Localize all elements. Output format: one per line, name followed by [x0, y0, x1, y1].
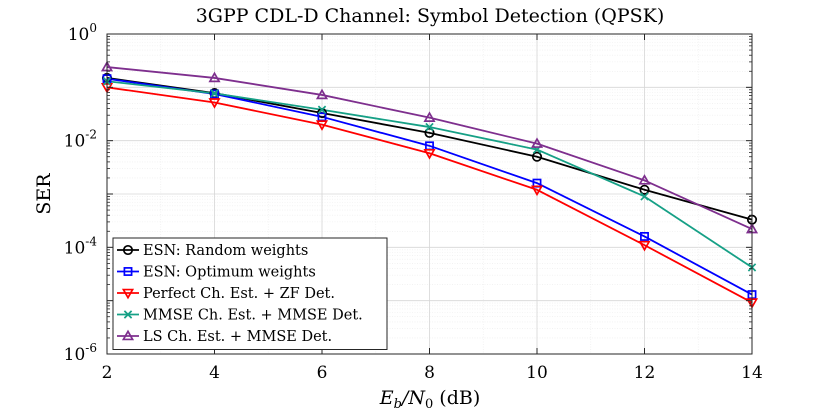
legend-marker: [121, 329, 135, 341]
y-tick-exponent: -2: [85, 128, 97, 142]
x-tick-label: 12: [634, 363, 656, 383]
legend-label: ESN: Optimum weights: [143, 265, 316, 281]
x-tick-label: 14: [741, 363, 763, 383]
y-tick-label: 10-6: [64, 341, 97, 365]
x-axis-label: Eb/N0 (dB): [379, 387, 481, 412]
data-point-series-4: [640, 192, 649, 201]
x-tick-labels: 2 4 6 8 10 12 14: [102, 363, 763, 383]
legend-item: MMSE Ch. Est. + MMSE Det.: [117, 308, 363, 324]
data-point-series-1: [639, 184, 650, 195]
data-point-series-5: [530, 137, 544, 148]
data-point-series-4: [317, 105, 327, 114]
legend-label: ESN: Random weights: [143, 243, 308, 259]
data-point-series-1: [424, 127, 435, 138]
legend-marker-stroke: [123, 310, 133, 319]
y-tick-base: 10: [64, 132, 86, 152]
series-line-5: [106, 66, 753, 230]
data-point-series-4: [210, 89, 219, 98]
data-point-series-3: [208, 98, 221, 109]
y-tick-base: 10: [64, 238, 86, 258]
y-tick-exponent: 0: [89, 21, 97, 35]
legend-item: ESN: Random weights: [117, 243, 308, 259]
x-tick-label: 8: [424, 363, 435, 383]
x-tick-label: 6: [317, 363, 328, 383]
data-point-series-3: [423, 148, 436, 160]
data-point-series-4-stroke: [210, 89, 219, 98]
legend-item: ESN: Optimum weights: [117, 265, 316, 281]
data-point-series-4-stroke: [317, 105, 327, 114]
data-point-series-5: [638, 174, 651, 185]
data-point-series-4-stroke: [425, 122, 434, 132]
legend-label: LS Ch. Est. + MMSE Det.: [143, 329, 332, 345]
data-point-series-3: [530, 185, 544, 197]
chart-title: 3GPP CDL-D Channel: Symbol Detection (QP…: [196, 5, 665, 27]
y-axis-label: SER: [33, 173, 55, 215]
x-tick-label: 10: [526, 363, 548, 383]
data-point-series-5: [208, 71, 221, 83]
legend-item: LS Ch. Est. + MMSE Det.: [117, 329, 332, 345]
legend-box: [112, 237, 388, 350]
data-point-series-1: [531, 151, 543, 162]
y-tick-exponent: -6: [85, 341, 97, 355]
series-line-3: [106, 86, 753, 304]
axis-ticks: [106, 33, 753, 355]
legend-marker: [123, 310, 133, 319]
data-point-series-2: [640, 231, 649, 241]
y-tick-exponent: -4: [85, 234, 97, 248]
data-point-series-2: [210, 89, 219, 99]
x-tick-label: 2: [102, 363, 113, 383]
y-tick-label: 100: [68, 21, 97, 45]
legend-label: MMSE Ch. Est. + MMSE Det.: [143, 308, 363, 324]
data-point-series-3: [315, 120, 329, 131]
y-tick-label: 10-4: [64, 234, 98, 258]
legend-marker: [123, 267, 133, 276]
data-point-series-4: [425, 122, 434, 132]
y-tick-base: 10: [64, 345, 86, 365]
x-tick-label: 4: [209, 363, 220, 383]
legend-item: Perfect Ch. Est. + ZF Det.: [117, 286, 335, 302]
legend-marker: [121, 288, 135, 300]
data-point-series-4-stroke: [640, 192, 649, 201]
data-point-series-5: [423, 111, 436, 122]
legend-label: Perfect Ch. Est. + ZF Det.: [143, 286, 335, 302]
data-point-series-3: [638, 240, 651, 252]
data-point-series-5: [315, 88, 329, 100]
y-tick-label: 10-2: [64, 128, 97, 152]
legend: ESN: Random weights ESN: Optimum weights P…: [112, 237, 388, 350]
legend-marker: [122, 244, 134, 256]
y-tick-base: 10: [68, 25, 90, 45]
